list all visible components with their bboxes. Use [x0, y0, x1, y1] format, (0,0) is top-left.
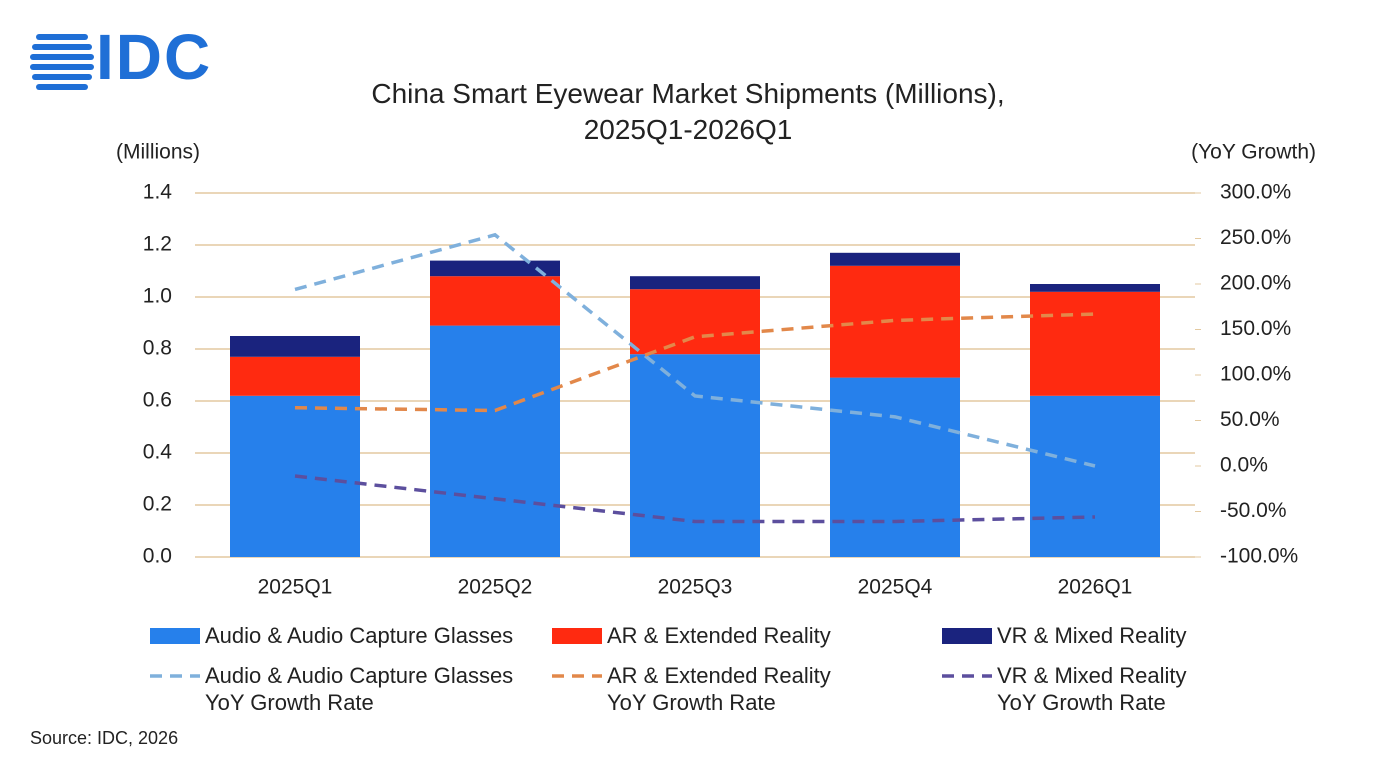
legend-label: VR & Mixed Reality	[997, 623, 1187, 648]
bar-segment	[430, 260, 560, 277]
y2-tick-label: 0.0%	[1220, 454, 1268, 477]
bar-segment	[230, 356, 360, 396]
bar-segment	[630, 289, 760, 355]
x-tick-label: 2025Q2	[458, 576, 533, 599]
y2-tick-label: -50.0%	[1220, 499, 1287, 522]
y-tick-label: 1.4	[143, 181, 173, 204]
y-tick-label: 1.2	[143, 233, 172, 256]
legend-label: AR & Extended Reality	[607, 623, 831, 648]
y2-axis-label: (YoY Growth)	[1191, 141, 1316, 164]
x-tick-label: 2025Q3	[658, 576, 733, 599]
y2-tick-label: 200.0%	[1220, 272, 1291, 295]
y-tick-label: 1.0	[143, 285, 172, 308]
legend-swatch	[552, 628, 602, 644]
logo-icon	[30, 34, 94, 90]
bar-segment	[1030, 284, 1160, 292]
y-tick-label: 0.8	[143, 337, 172, 360]
legend-label: Audio & Audio Capture Glasses	[205, 623, 514, 648]
y2-tick-label: -100.0%	[1220, 545, 1298, 568]
y2-tick-label: 50.0%	[1220, 408, 1280, 431]
y-tick-label: 0.4	[143, 441, 173, 464]
bar-segment	[430, 276, 560, 326]
x-tick-label: 2025Q1	[258, 576, 333, 599]
source: Source: IDC, 2026	[30, 728, 179, 748]
legend-label: AR & Extended Reality YoY Growth Rate	[607, 663, 831, 715]
y-tick-label: 0.6	[143, 389, 172, 412]
x-tick-label: 2025Q4	[858, 576, 933, 599]
legend-label: Audio & Audio Capture Glasses YoY Growth…	[205, 663, 514, 715]
bar-segment	[830, 377, 960, 557]
y2-tick-label: 150.0%	[1220, 317, 1291, 340]
legend-swatch	[942, 628, 992, 644]
x-tick-label: 2026Q1	[1058, 576, 1133, 599]
y-axis-label: (Millions)	[116, 141, 200, 164]
y2-tick-label: 250.0%	[1220, 226, 1291, 249]
bar-segment	[630, 276, 760, 290]
bar-segment	[230, 336, 360, 357]
legend-swatch	[150, 628, 200, 644]
legend-label: VR & Mixed Reality YoY Growth Rate	[997, 663, 1187, 715]
bar-segment	[630, 354, 760, 557]
y2-tick-label: 300.0%	[1220, 181, 1291, 204]
y2-tick-label: 100.0%	[1220, 363, 1291, 386]
bar-segment	[430, 325, 560, 557]
growth-line	[294, 312, 1096, 413]
bar-segment	[830, 265, 960, 378]
logo: IDC	[96, 21, 213, 93]
bar-segment	[1030, 395, 1160, 557]
growth-line	[294, 232, 1096, 468]
bar-segment	[830, 252, 960, 266]
y-tick-label: 0.2	[143, 493, 172, 516]
growth-line	[294, 474, 1096, 524]
y-tick-label: 0.0	[143, 545, 172, 568]
bar-segment	[1030, 291, 1160, 396]
chart-title: China Smart Eyewear Market Shipments (Mi…	[371, 78, 1005, 145]
